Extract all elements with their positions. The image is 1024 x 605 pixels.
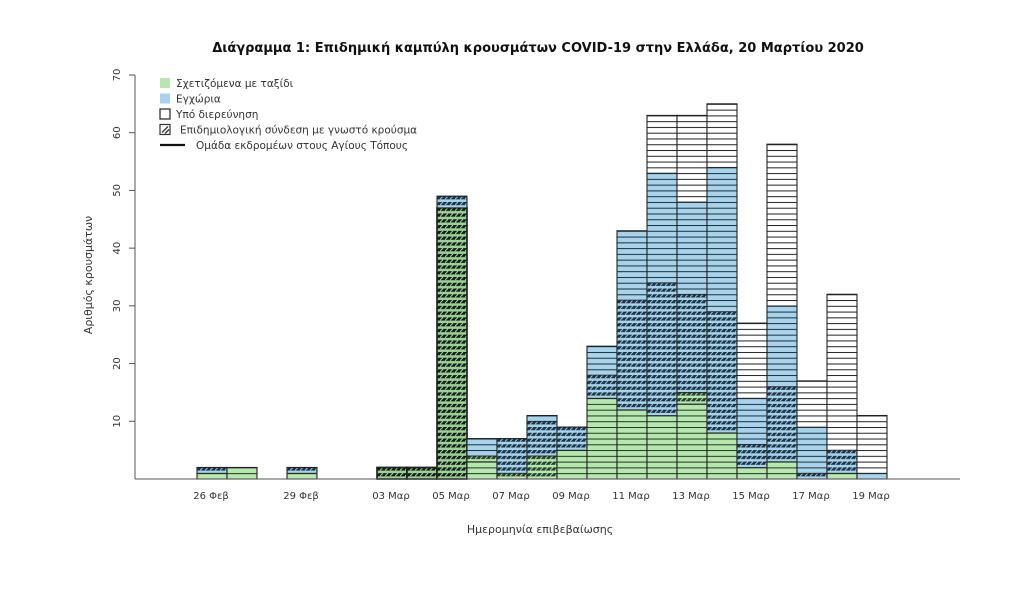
bar-segment-travel_epi (526, 455, 558, 480)
bar-segment-investigation (676, 115, 708, 203)
bar-segment-local_epi (676, 293, 708, 393)
legend-label-travel: Σχετιζόμενα με ταξίδι (176, 78, 294, 90)
bar-segment-investigation (766, 143, 798, 307)
bar-segment-local (526, 415, 558, 422)
bar-segment-investigation (646, 115, 678, 174)
bar-segment-investigation (796, 380, 828, 428)
x-tick-label: 26 Φεβ (193, 491, 229, 502)
bar-segment-local_epi (556, 426, 588, 451)
bar-segment-local_epi (766, 386, 798, 463)
y-tick-label: 20 (112, 357, 123, 370)
bar-segment-investigation (856, 415, 888, 474)
bar-segment-travel_epi (676, 392, 708, 405)
x-axis-label: Ημερομηνία επιβεβαίωσης (467, 523, 613, 536)
bar-segment-travel (616, 409, 648, 480)
x-tick-label: 17 Μαρ (792, 491, 829, 502)
y-tick-label: 40 (112, 242, 123, 255)
bar-segment-pilgrims (406, 466, 438, 480)
bar-segment-travel (466, 461, 498, 480)
legend-hatch-mark (161, 126, 169, 133)
y-axis-label: Αριθμός κρουσμάτων (82, 216, 95, 334)
bar-segment-local_epi (196, 467, 228, 474)
bar-segment-travel (826, 472, 858, 480)
bar-segment-local (676, 201, 708, 295)
legend-swatch-travel (160, 78, 170, 88)
legend-swatch-investigation (159, 108, 171, 120)
y-tick-label: 30 (112, 299, 123, 312)
bar-segment-travel_epi (466, 455, 498, 463)
chart-title: Διάγραμμα 1: Επιδημική καμπύλη κρουσμάτω… (212, 41, 864, 56)
legend-label-investigation: Υπό διερεύνηση (175, 109, 258, 121)
bar-segment-travel (706, 432, 738, 480)
y-tick-label: 70 (112, 69, 123, 82)
bar-segment-local (796, 426, 828, 474)
bar-segment-travel (736, 467, 768, 480)
bar-segment-local_epi (286, 467, 318, 474)
x-tick-label: 09 Μαρ (552, 491, 589, 502)
x-tick-label: 15 Μαρ (732, 491, 769, 502)
bar-segment-investigation (736, 322, 768, 399)
bar-segment-local_epi (496, 438, 528, 474)
y-tick-label: 10 (112, 415, 123, 428)
legend-label-local: Εγχώρια (176, 94, 221, 106)
legend-hatch-mark (164, 129, 170, 134)
legend: Σχετιζόμενα με ταξίδι Εγχώρια Υπό διερεύνη… (159, 78, 417, 152)
bar-segment-travel (286, 472, 318, 480)
y-tick-label: 60 (112, 126, 123, 139)
bar-segment-travel (556, 449, 588, 480)
bar-segment-local_epi (436, 195, 468, 209)
bar-segment-local (616, 230, 648, 301)
bar-segment-local_epi (646, 282, 678, 416)
bar-segment-local (586, 345, 618, 376)
bar-segment-local_epi (526, 420, 558, 457)
bar-segment-travel (226, 467, 258, 480)
bar-segment-local_epi (796, 472, 828, 480)
x-tick-label: 19 Μαρ (852, 491, 889, 502)
bar-segment-local_epi (736, 443, 768, 468)
x-ticks: 26 Φεβ 29 Φεβ 03 Μαρ 05 Μαρ 07 Μαρ 09 Μαρ 11 Μ… (193, 491, 890, 502)
bar-segment-travel (676, 403, 708, 480)
y-ticks: 10 20 30 40 50 60 70 (112, 69, 135, 428)
bar-segment-travel (196, 472, 228, 480)
bar-segment-local (646, 172, 678, 284)
bar-segment-pilgrims (376, 466, 408, 480)
bar-segment-travel_epi (496, 472, 528, 480)
bar-segment-local (466, 438, 498, 457)
bar-segment-local_epi (616, 299, 648, 411)
bars-group (196, 103, 888, 480)
bar-segment-local (856, 472, 888, 480)
bar-segment-investigation (706, 103, 738, 168)
legend-label-pilgrims: Ομάδα εκδρομέων στους Αγίους Τόπους (196, 140, 408, 152)
bar-segment-travel (766, 461, 798, 480)
x-tick-label: 05 Μαρ (432, 491, 469, 502)
bar-segment-travel (646, 415, 678, 480)
x-tick-label: 13 Μαρ (672, 491, 709, 502)
bar-segment-local_epi (586, 374, 618, 399)
legend-swatch-local (160, 93, 170, 104)
y-tick-label: 50 (112, 184, 123, 197)
bar-segment-investigation (826, 293, 858, 451)
bar-segment-local_epi (706, 311, 738, 434)
x-tick-label: 29 Φεβ (283, 491, 319, 502)
bar-segment-local (766, 305, 798, 388)
legend-label-epi_link: Επιδημιολογική σύνδεση με γνωστό κρούσμα (180, 125, 417, 137)
x-tick-label: 11 Μαρ (612, 491, 649, 502)
bar-segment-travel (586, 397, 618, 480)
bar-segment-local (706, 166, 738, 313)
x-tick-label: 03 Μαρ (372, 491, 409, 502)
bar-segment-local_epi (826, 449, 858, 474)
bar-segment-pilgrims (436, 206, 468, 480)
x-tick-label: 07 Μαρ (492, 491, 529, 502)
bar-segment-local (736, 397, 768, 445)
